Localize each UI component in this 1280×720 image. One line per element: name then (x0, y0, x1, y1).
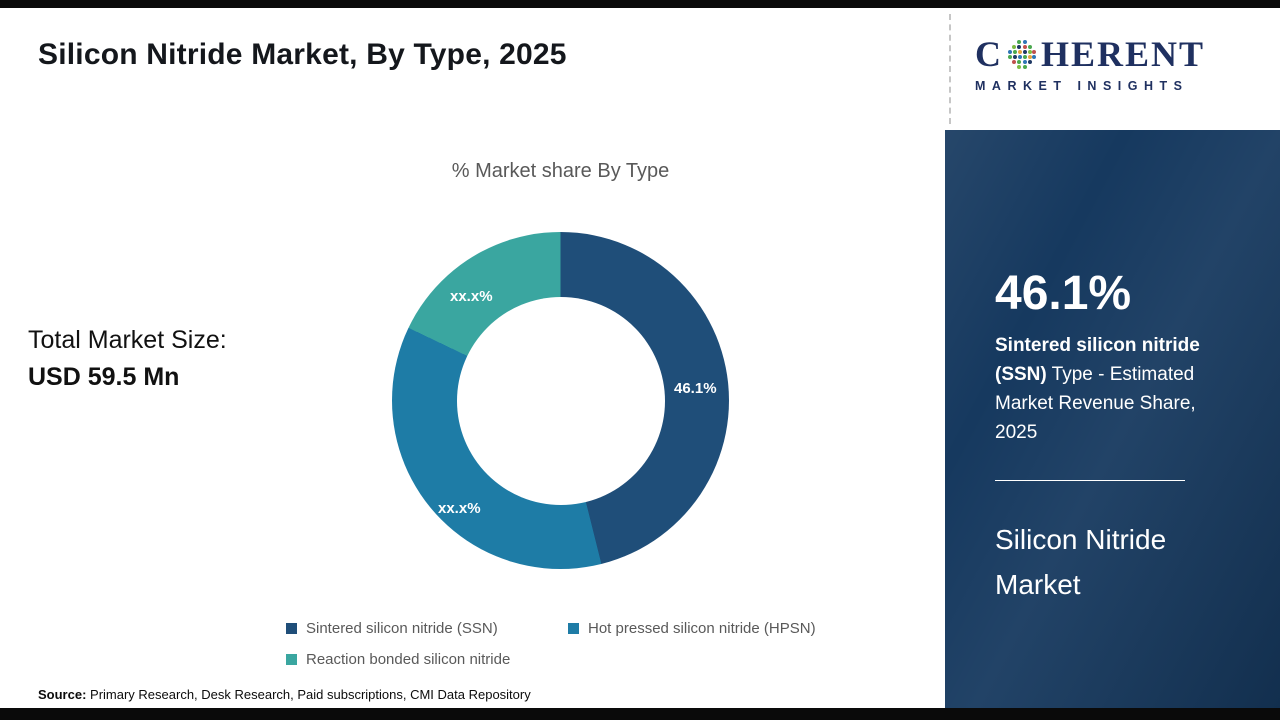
total-market-size-value: USD 59.5 Mn (28, 363, 180, 391)
sidebar-highlight-panel: 46.1% Sintered silicon nitride (SSN) Typ… (945, 130, 1280, 716)
total-market-size-block: Total Market Size: USD 59.5 Mn (28, 326, 227, 392)
brand-letters-rest: HERENT (1041, 34, 1206, 74)
top-border-bar (0, 0, 1280, 8)
legend-label-rbsn: Reaction bonded silicon nitride (306, 651, 511, 668)
legend-item-rbsn: Reaction bonded silicon nitride (286, 651, 568, 668)
legend-label-ssn: Sintered silicon nitride (SSN) (306, 620, 498, 637)
highlight-stat-rest: Type - Estimated Market Revenue Share, 2… (995, 363, 1196, 443)
brand-letter-c: C (975, 34, 1003, 74)
dashed-divider (949, 14, 951, 124)
chart-legend: Sintered silicon nitride (SSN) Hot press… (286, 620, 816, 668)
brand-logo-area: C HERENT (945, 8, 1280, 130)
main-content-area: Silicon Nitride Market, By Type, 2025 % … (0, 8, 945, 708)
legend-item-hpsn: Hot pressed silicon nitride (HPSN) (568, 620, 816, 637)
legend-item-ssn: Sintered silicon nitride (SSN) (286, 620, 568, 637)
slice-label-rbsn: xx.x% (450, 288, 493, 305)
legend-label-hpsn: Hot pressed silicon nitride (HPSN) (588, 620, 816, 637)
legend-swatch-hpsn (568, 623, 579, 634)
legend-swatch-ssn (286, 623, 297, 634)
source-label: Source: (38, 687, 87, 702)
chart-title: % Market share By Type (451, 160, 670, 182)
donut-chart-wrap: 46.1% xx.x% xx.x% (392, 232, 729, 569)
donut-chart-hole (456, 296, 665, 505)
legend-swatch-rbsn (286, 654, 297, 665)
slice-label-ssn: 46.1% (674, 380, 717, 397)
brand-subtitle: MARKET INSIGHTS (975, 79, 1189, 93)
brand-logo: C HERENT (975, 36, 1205, 93)
brand-wordmark: C HERENT (975, 36, 1205, 72)
total-market-size-label: Total Market Size: (28, 326, 227, 354)
highlight-stat-value: 46.1% (995, 267, 1132, 320)
sidebar: C HERENT (945, 8, 1280, 720)
slice-label-hpsn: xx.x% (438, 500, 481, 517)
bottom-border-bar (0, 708, 1280, 720)
highlight-stat-description: Sintered silicon nitride (SSN) Type - Es… (995, 332, 1237, 448)
highlight-stat-segment: Sintered silicon nitride (SSN) (995, 335, 1200, 385)
source-text: Primary Research, Desk Research, Paid su… (86, 687, 531, 702)
sidebar-divider-line (995, 479, 1185, 481)
report-market-name: Silicon Nitride Market (995, 523, 1167, 600)
page-title: Silicon Nitride Market, By Type, 2025 (38, 38, 567, 71)
source-line: Source: Primary Research, Desk Research,… (38, 687, 531, 702)
brand-globe-icon (1008, 40, 1036, 69)
